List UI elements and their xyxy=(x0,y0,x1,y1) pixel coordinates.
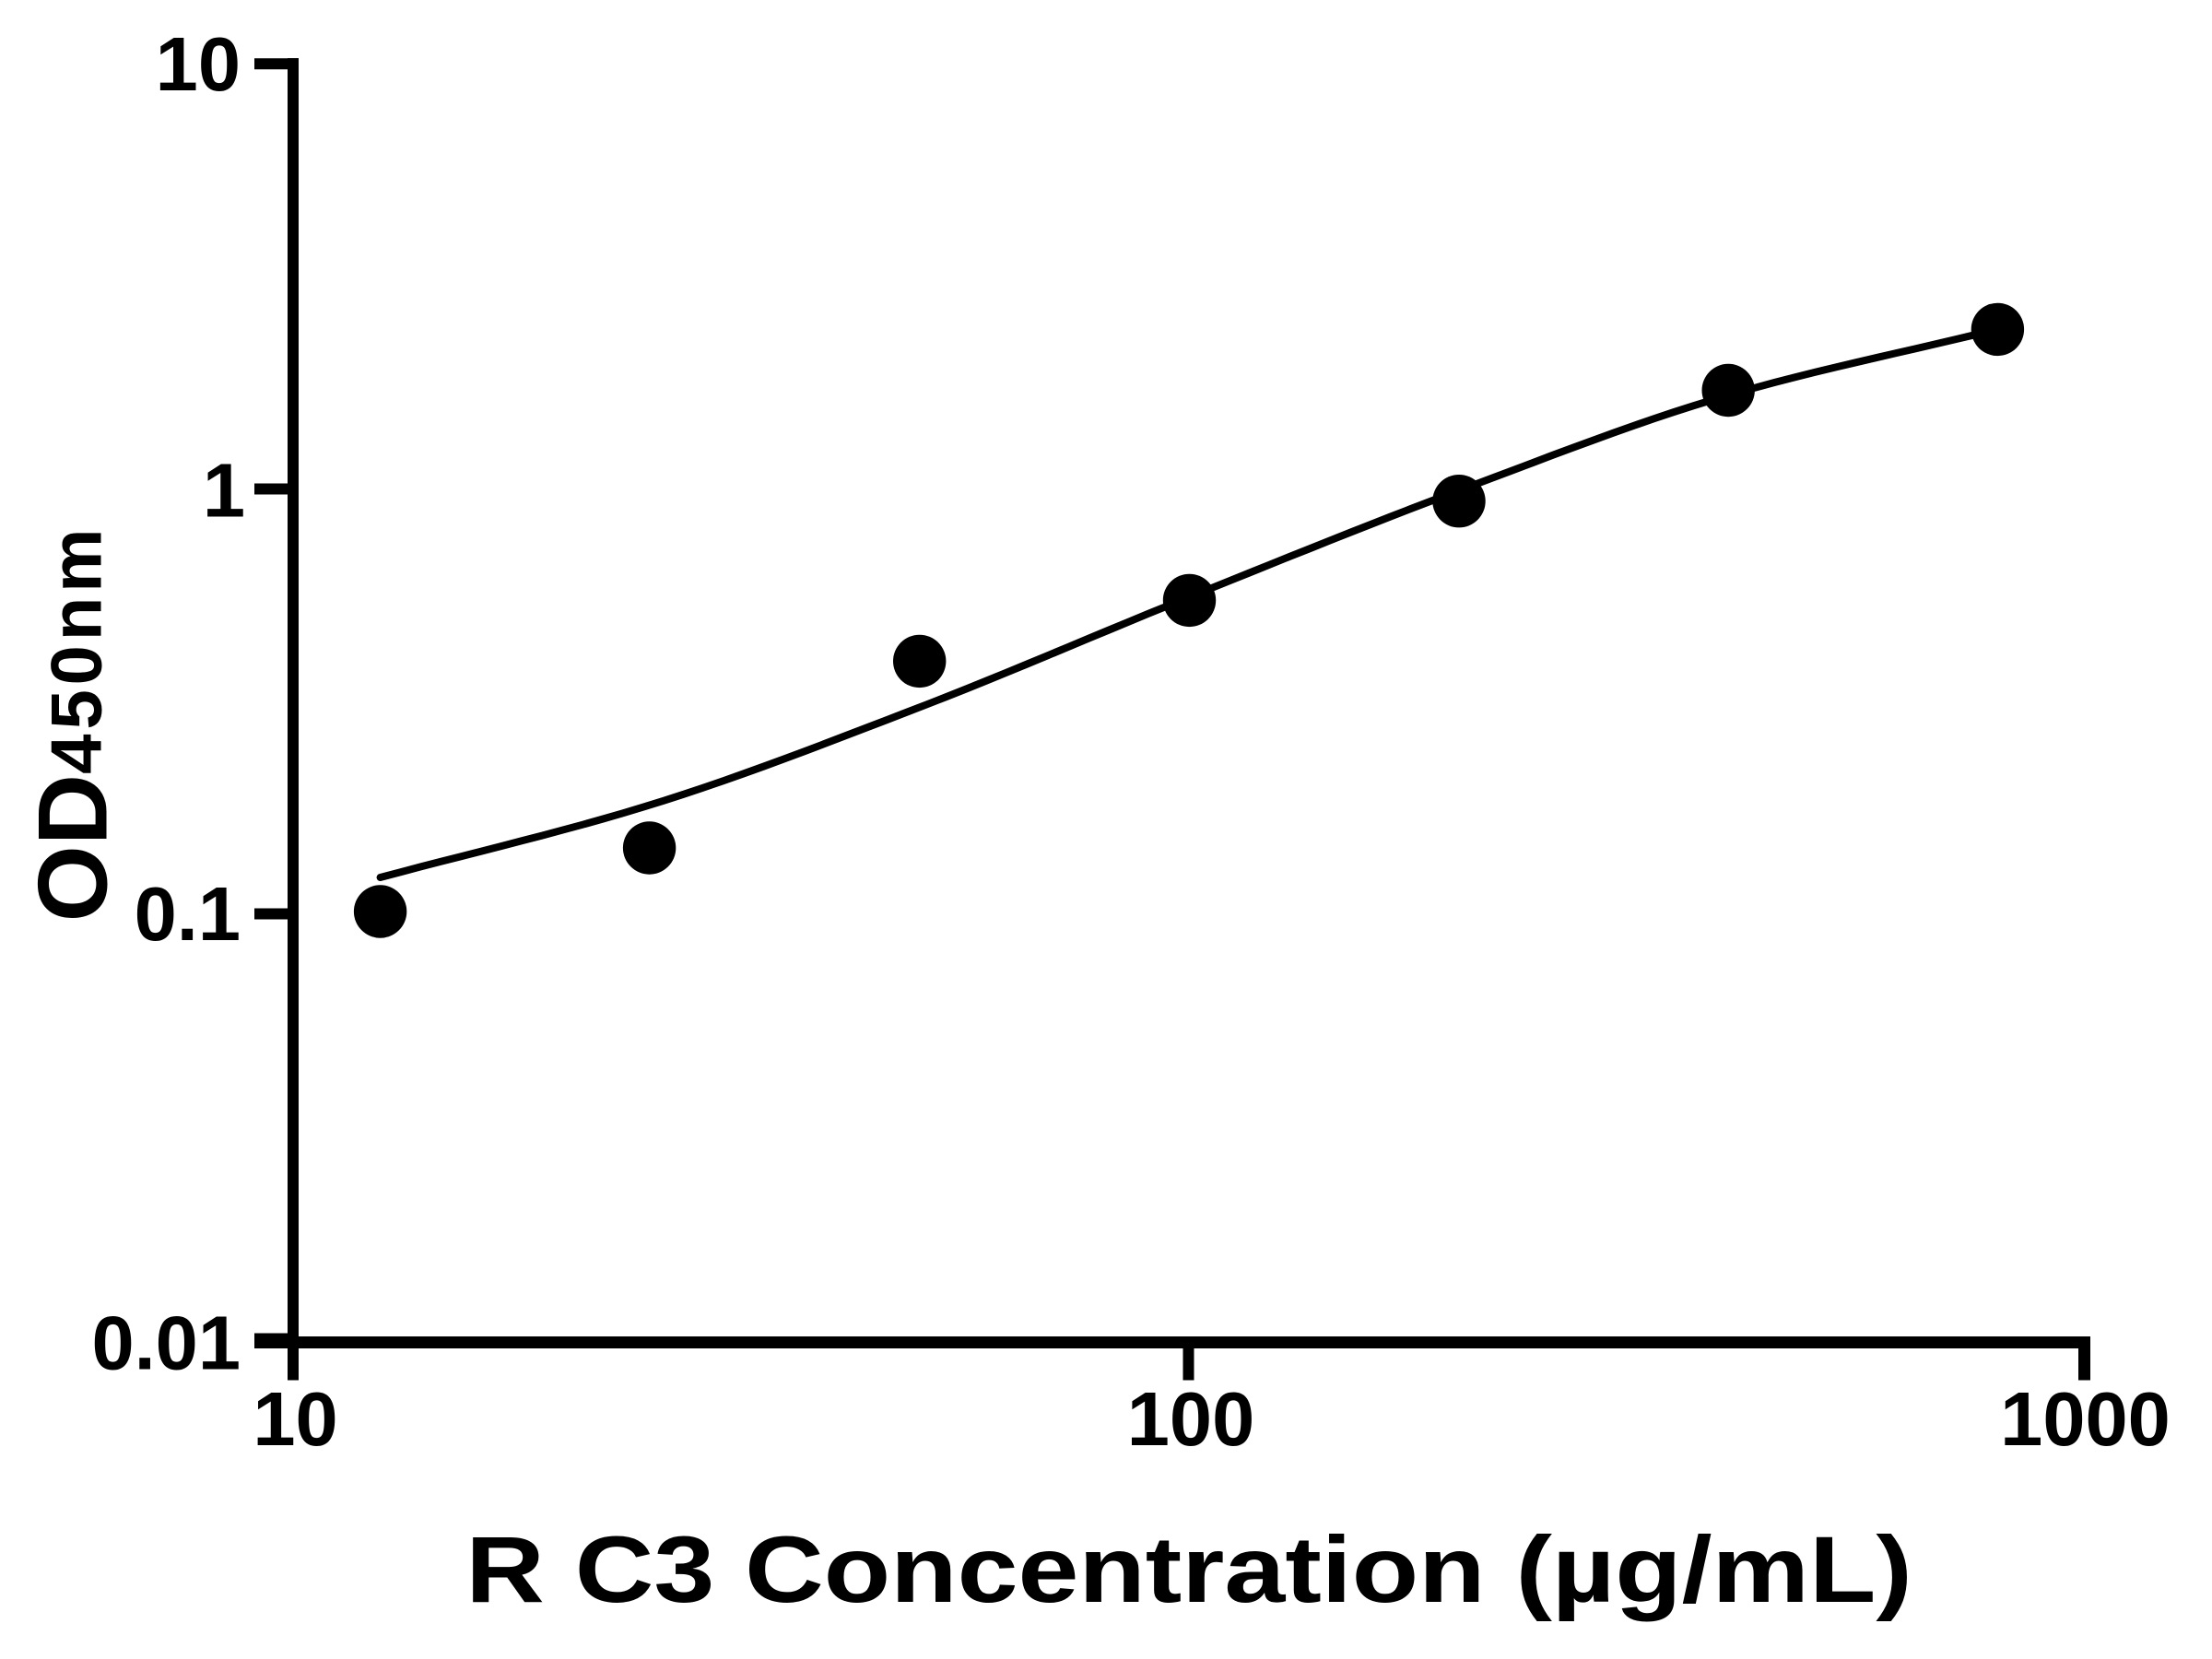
svg-text:OD450nm: OD450nm xyxy=(18,524,128,923)
svg-text:100: 100 xyxy=(1127,1376,1254,1462)
svg-text:10: 10 xyxy=(156,21,241,107)
svg-text:0.01: 0.01 xyxy=(91,1300,241,1386)
svg-text:1000: 1000 xyxy=(2000,1376,2171,1462)
svg-text:R C3 Concentration (µg/mL): R C3 Concentration (µg/mL) xyxy=(465,1518,1912,1623)
svg-text:10: 10 xyxy=(253,1376,337,1462)
svg-text:1: 1 xyxy=(203,448,245,534)
svg-text:0.1: 0.1 xyxy=(135,871,241,957)
